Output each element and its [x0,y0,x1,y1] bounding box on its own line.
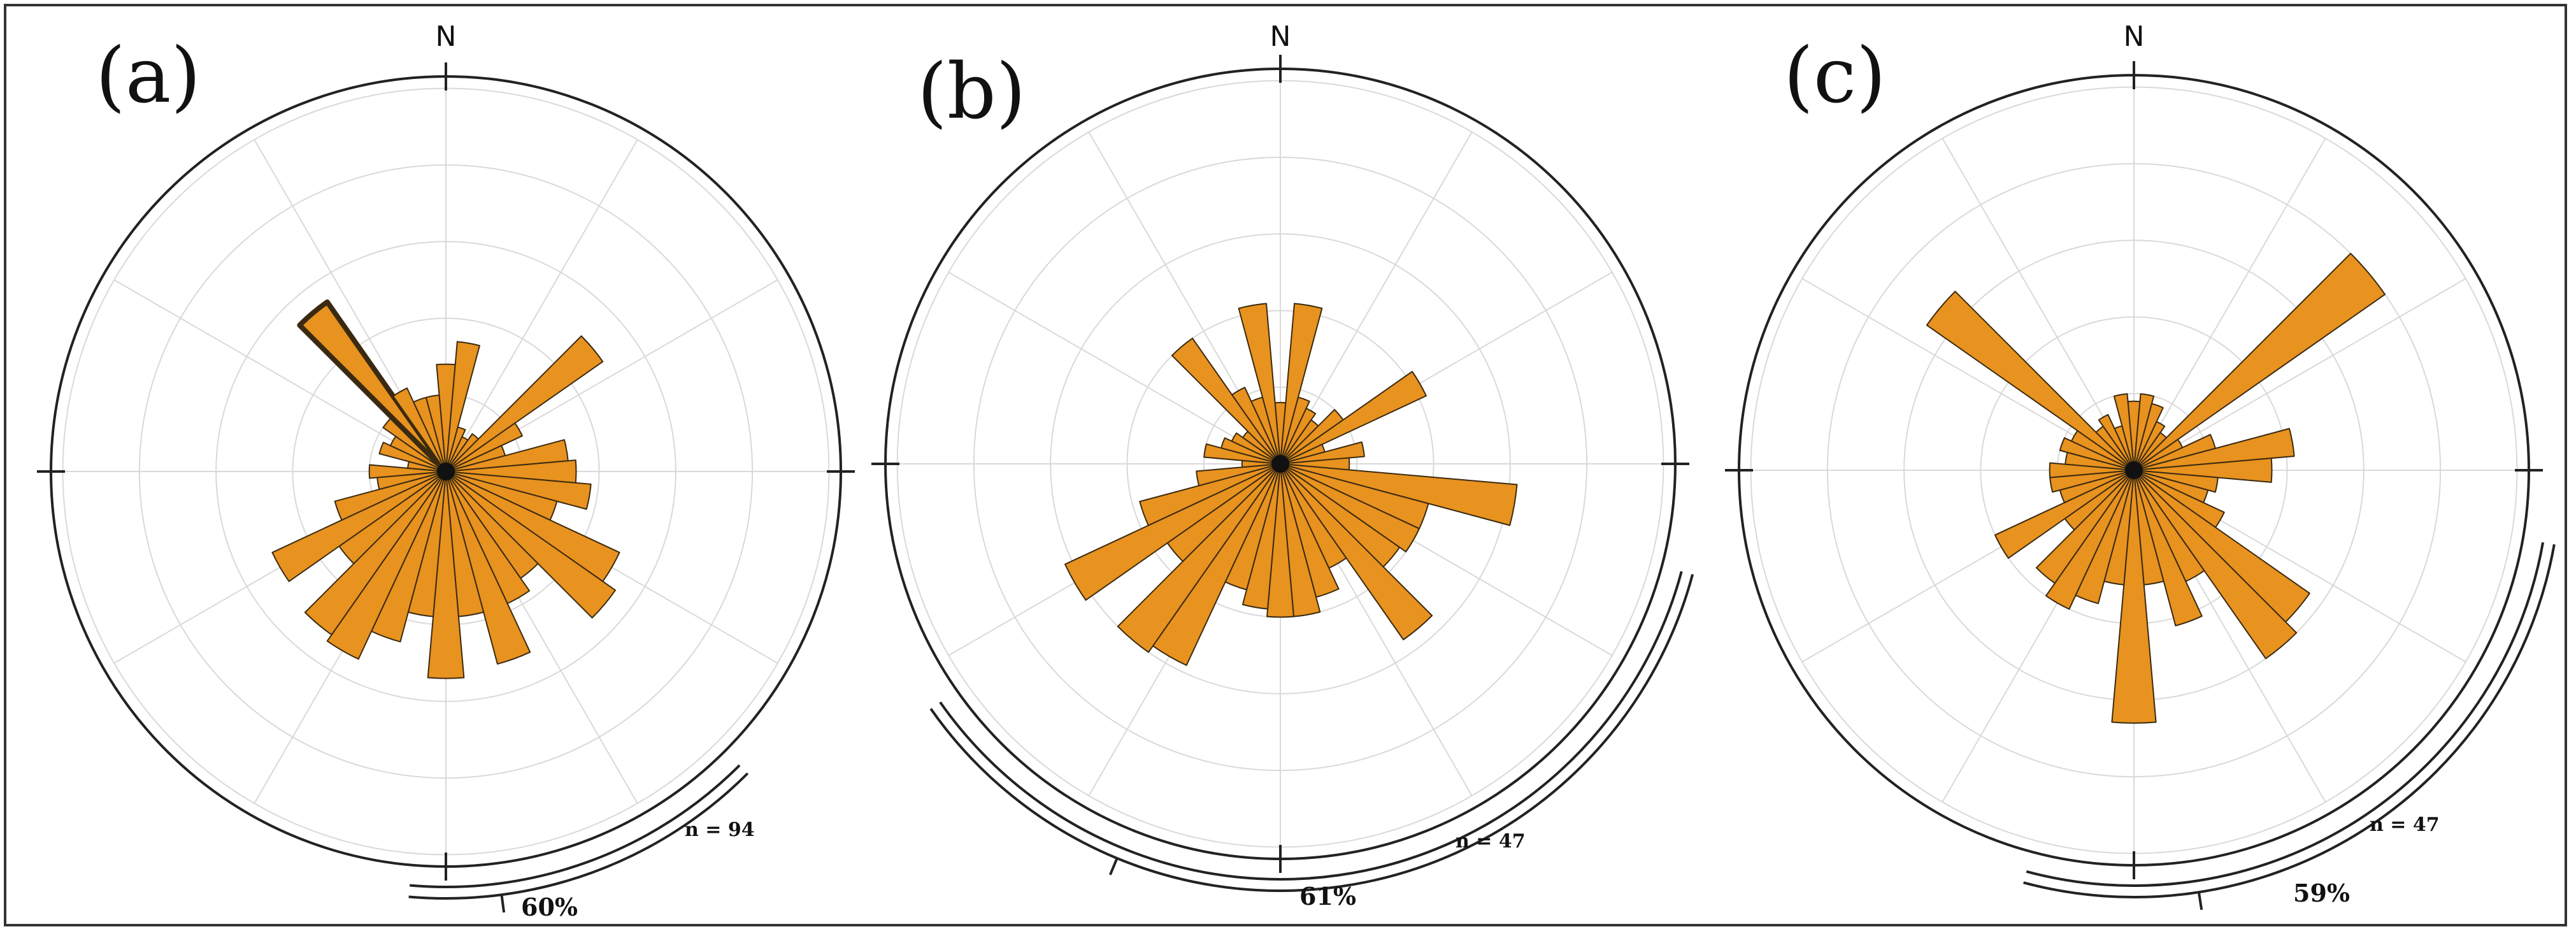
rose-petal-80 [2133,428,2295,471]
rose-petal-250 [334,471,447,521]
rose-petal-220 [1117,463,1281,653]
rose-petal-330 [1231,387,1281,464]
confidence-arc-2 [2023,544,2556,898]
rose-panel-3: (c) Nn = 47 59% [1725,20,2556,911]
grid-spoke [445,139,638,472]
rose-petal-320 [1171,337,1281,464]
rose-petal-260 [1196,463,1281,487]
rose-petal-330 [2098,414,2135,471]
sample-count-label: n = 47 [1456,830,1526,853]
grid-spoke [2133,138,2326,471]
rose-petal-140 [2133,470,2298,659]
arc-tick [2197,891,2203,911]
arc-tick [1109,858,1119,875]
north-label: N [2124,20,2145,53]
grid-spoke [948,271,1281,464]
rose-petal-220 [304,471,447,636]
grid-spoke [113,279,447,472]
rose-petal-30 [2133,421,2166,471]
rose-petal-270 [368,464,447,479]
rose-petal-250 [1139,463,1281,526]
rose-petal-160 [2133,470,2203,626]
arc-tick [500,895,506,913]
rose-petal-210 [2045,470,2135,610]
center-dot [437,463,455,480]
rose-petal-180 [427,471,465,679]
rose-petal-320 [297,299,448,474]
rose-petal-130 [445,471,617,619]
rose-panel-1: (a) Nn = 94 60% [37,20,855,921]
confidence-arc-1 [2026,542,2545,887]
rose-petal-50 [2133,252,2386,471]
percent-label: 61% [1299,882,1356,911]
rose-petal-350 [425,394,447,472]
rose-petal-330 [392,387,447,472]
confidence-arc-2 [929,573,1694,892]
panel-label: (a) [96,32,201,120]
rose-petal-270 [2049,462,2135,479]
grid-spoke [1942,138,2135,471]
confidence-arc-2 [408,772,749,900]
rose-petal-210 [326,471,447,660]
panel-label: (b) [917,48,1026,136]
rose-petal-310 [1926,291,2135,471]
rose-petal-160 [445,471,531,665]
rose-petal-140 [1280,463,1433,640]
sample-count-label: n = 47 [2370,814,2440,836]
percent-label: 60% [521,893,578,921]
center-dot [1271,455,1289,473]
center-dot [2125,461,2143,479]
rose-petal-350 [1238,303,1281,464]
rose-petal-120 [1280,463,1420,552]
rose-petal-60 [1280,371,1427,464]
percent-label: 59% [2293,879,2350,907]
rose-petal-90 [2133,457,2273,483]
rose-petal-80 [1280,441,1365,464]
confidence-arc-1 [410,764,741,888]
rose-petal-50 [445,335,604,472]
rose-petal-30 [1280,407,1317,464]
rose-petal-220 [2035,470,2135,584]
figure-frame [4,4,2567,926]
grid-spoke [2133,278,2466,471]
rose-panel-2: (b) Nn = 47 61% [871,20,1694,911]
rose-petal-240 [1064,463,1281,601]
rose-petal-180 [1266,463,1294,618]
north-label: N [436,20,457,53]
rose-petal-350 [2113,393,2135,471]
rose-petal-240 [1994,470,2135,559]
sample-count-label: n = 94 [685,819,755,841]
confidence-arc-1 [939,571,1683,881]
rose-petal-60 [445,422,523,472]
rose-petal-300 [1231,432,1281,464]
grid-spoke [1280,131,1473,464]
north-label: N [1270,20,1291,53]
panel-label: (c) [1784,32,1886,120]
rose-petal-180 [2111,470,2157,724]
rose-petal-240 [271,471,447,582]
